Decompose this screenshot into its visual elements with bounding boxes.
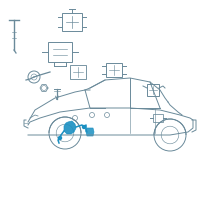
- Circle shape: [83, 126, 86, 129]
- Polygon shape: [64, 121, 76, 134]
- Polygon shape: [86, 128, 94, 136]
- Circle shape: [58, 136, 62, 140]
